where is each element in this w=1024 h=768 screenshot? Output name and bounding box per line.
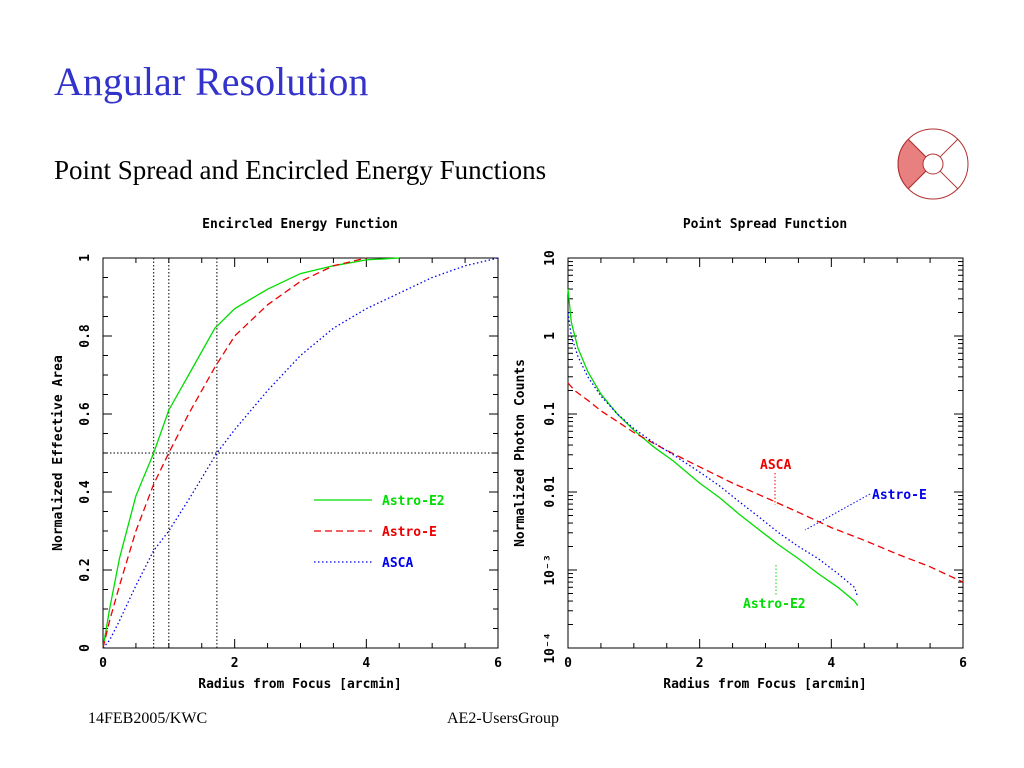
x-tick-label: 6 [959,656,967,671]
series-line-astro-e2 [102,257,400,649]
chart-title: Encircled Energy Function [202,217,398,232]
series-line-asca [102,257,499,649]
series-line-asca [567,312,859,598]
y-tick-label: 0 [78,644,93,652]
x-tick-label: 0 [564,656,572,671]
target-ring-logo-icon [897,128,969,200]
y-tick-label: 10⁻³ [543,554,558,585]
y-tick-label: 0.2 [78,558,93,581]
x-tick-label: 0 [99,656,107,671]
x-tick-label: 4 [827,656,835,671]
y-tick-label: 0.6 [78,402,93,426]
annotation-label: ASCA [760,458,791,473]
footer-event: AE2-UsersGroup [447,710,559,727]
chart-2: Point Spread Function Radius from Focus [… [513,217,967,692]
annotation-label: Astro-E2 [743,597,806,612]
annotation-label: Astro-E [872,488,927,503]
y-tick-label: 0.4 [78,480,93,504]
x-axis-label: Radius from Focus [arcmin] [663,677,867,692]
y-tick-label: 10 [543,250,558,266]
annotation-pointer [804,493,871,531]
y-tick-label: 0.01 [543,476,558,507]
y-tick-label: 0.1 [543,402,558,426]
chart-1: Encircled Energy Function Radius from Foc… [51,217,502,692]
y-axis-label: Normalized Effective Area [51,355,66,551]
x-axis-label: Radius from Focus [arcmin] [198,677,402,692]
plot-frame [567,257,964,649]
x-tick-label: 2 [231,656,239,671]
y-tick-label: 10⁻⁴ [543,632,558,663]
legend-label: Astro-E [382,525,437,540]
slide-subtitle: Point Spread and Encircled Energy Functi… [54,155,547,185]
series-line-astro-e [567,382,964,583]
x-tick-label: 4 [362,656,370,671]
series-line-astro-e2 [567,288,859,606]
x-tick-label: 6 [494,656,502,671]
legend-label: ASCA [382,556,413,571]
slide-title: Angular Resolution [54,59,369,104]
x-tick-label: 2 [696,656,704,671]
chart-title: Point Spread Function [683,217,847,232]
y-axis-label: Normalized Photon Counts [513,359,528,547]
y-tick-label: 1 [78,254,93,262]
legend-label: Astro-E2 [382,494,445,509]
y-tick-label: 1 [543,332,558,340]
y-tick-label: 0.8 [78,324,93,348]
charts-canvas: Encircled Energy Function Radius from Foc… [51,217,967,692]
footer-date-author: 14FEB2005/KWC [88,710,208,727]
